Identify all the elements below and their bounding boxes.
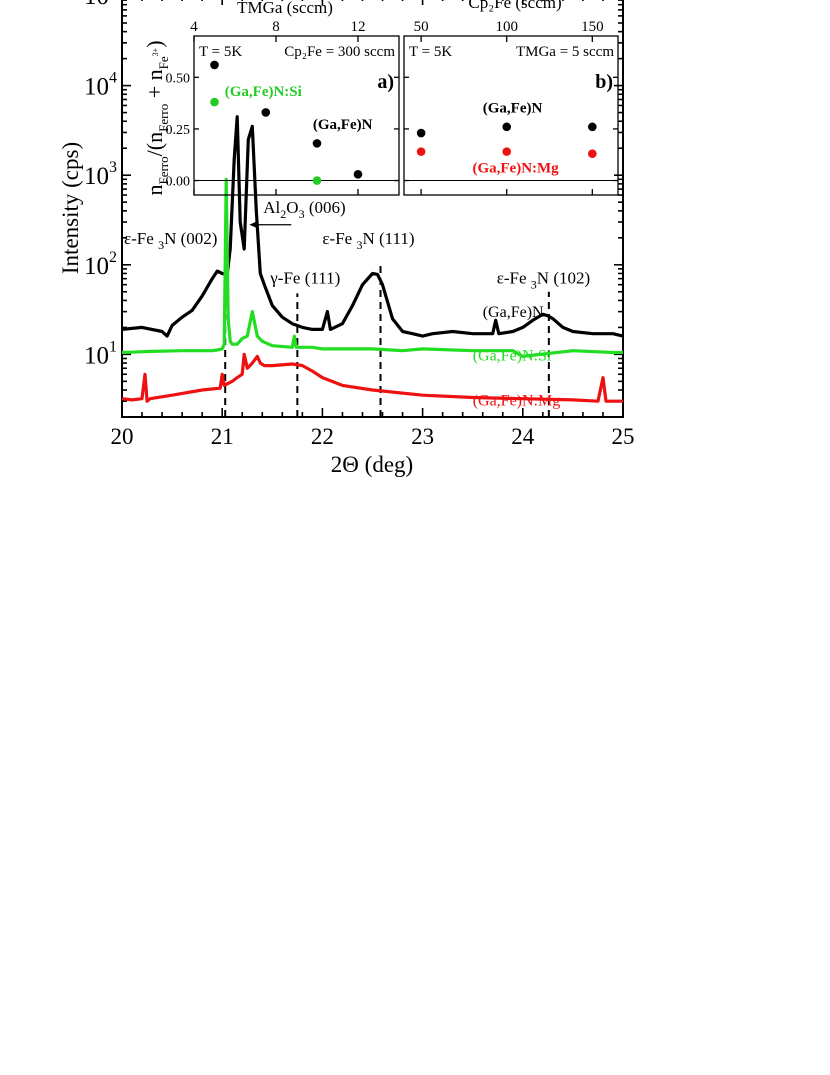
inset-data-point bbox=[312, 139, 322, 148]
inset-data-point bbox=[502, 147, 512, 156]
inset-y-tick-label: 0.25 bbox=[166, 123, 191, 138]
y-tick-label: 104 bbox=[84, 70, 117, 101]
inset-b-x-title: Cp₂Fe (sccm) bbox=[468, 0, 561, 12]
inset-x-tick-label: 4 bbox=[190, 19, 198, 35]
peak-annotation: ε-Fe 3N (102) bbox=[497, 268, 590, 291]
inset-a-x-title: TMGa (sccm) bbox=[237, 0, 333, 17]
y-axis-title: Intensity (cps) bbox=[58, 142, 83, 274]
inset-x-tick-label: 150 bbox=[581, 19, 604, 35]
inset-x-tick-label: 8 bbox=[272, 19, 280, 35]
series-label: (Ga,Fe)N:Mg bbox=[473, 392, 561, 409]
inset-note-right: TMGa = 5 sccm bbox=[516, 44, 614, 60]
inset-note-left: T = 5K bbox=[199, 44, 242, 60]
inset-data-point bbox=[588, 149, 597, 159]
inset-x-tick-label: 100 bbox=[495, 19, 518, 35]
inset-b-frame bbox=[403, 35, 619, 196]
inset-y-tick-label: 0.50 bbox=[166, 71, 191, 86]
series-line bbox=[121, 115, 624, 338]
main-plot-frame bbox=[121, 0, 624, 418]
inset-data-point bbox=[416, 147, 426, 156]
x-tick-label: 25 bbox=[612, 424, 635, 449]
peak-annotation: ε-Fe 3N (002) bbox=[124, 229, 217, 252]
y-tick-label: 101 bbox=[84, 338, 117, 369]
x-tick-label: 21 bbox=[211, 424, 234, 449]
inset-data-point bbox=[261, 108, 271, 117]
inset-series-label: (Ga,Fe)N:Si bbox=[225, 84, 302, 100]
inset-data-point bbox=[210, 97, 219, 107]
inset-y-tick-label: 0.00 bbox=[166, 175, 191, 190]
main-series bbox=[121, 115, 624, 403]
inset-series-label: (Ga,Fe)N bbox=[483, 100, 543, 116]
inset-series-label: (Ga,Fe)N:Mg bbox=[472, 160, 559, 176]
annotation-arrowhead bbox=[249, 221, 257, 228]
series-label: (Ga,Fe)N:Si bbox=[473, 348, 552, 365]
inset-panel-label: a) bbox=[377, 71, 394, 93]
inset-a-frame bbox=[193, 35, 400, 196]
peak-annotation: ε-Fe 3N (111) bbox=[322, 229, 414, 252]
inset-panel-label: b) bbox=[595, 71, 613, 93]
inset-b: 50 100 150 T = 5K TMGa = 5 sccm b) (Ga,Fe)N (Ga… bbox=[404, 19, 618, 195]
inset-data-point bbox=[312, 176, 322, 185]
inset-x-tick-label: 50 bbox=[414, 19, 429, 35]
inset-data-point bbox=[210, 60, 219, 70]
series-line bbox=[121, 352, 623, 403]
inset-data-point bbox=[588, 122, 597, 132]
inset-x-tick-label: 12 bbox=[351, 19, 366, 35]
y-tick-label: 102 bbox=[84, 249, 117, 280]
inset-note-left: T = 5K bbox=[409, 44, 452, 60]
peak-annotation: Al2O3 (006) bbox=[263, 198, 345, 221]
inset-data-point bbox=[353, 170, 363, 179]
x-axis-title: 2Θ (deg) bbox=[331, 452, 413, 477]
x-tick-label: 20 bbox=[111, 424, 134, 449]
inset-data-point bbox=[416, 128, 426, 138]
inset-y-axis-title: nFerro/(nFerro + nFe3+) bbox=[142, 40, 171, 195]
y-tick-label: 103 bbox=[84, 159, 117, 190]
series-line bbox=[121, 177, 623, 358]
inset-series-label: (Ga,Fe)N bbox=[313, 117, 373, 133]
inset-data-point bbox=[502, 122, 512, 132]
y-tick-label: 10 bbox=[84, 0, 109, 10]
main-axis-ticks: 20 21 22 23 24 25 101 102 103 104 10 bbox=[84, 0, 635, 449]
inset-a: 4 8 12 0.00 0.25 0.50 T = 5K Cp₂Fe = 300 sccm a)… bbox=[166, 19, 399, 195]
main-labels: (Ga,Fe)N (Ga,Fe)N:Si (Ga,Fe)N:Mg bbox=[473, 304, 561, 409]
inset-note-right: Cp₂Fe = 300 sccm bbox=[284, 44, 395, 60]
peak-annotation: γ-Fe (111) bbox=[269, 268, 340, 287]
peak-annotations: ε-Fe 3N (002) γ-Fe (111) ε-Fe 3N (111) ε-Fe… bbox=[124, 198, 590, 292]
x-tick-label: 22 bbox=[311, 424, 334, 449]
x-tick-label: 24 bbox=[511, 424, 535, 449]
series-label: (Ga,Fe)N bbox=[483, 304, 544, 321]
x-tick-label: 23 bbox=[411, 424, 434, 449]
